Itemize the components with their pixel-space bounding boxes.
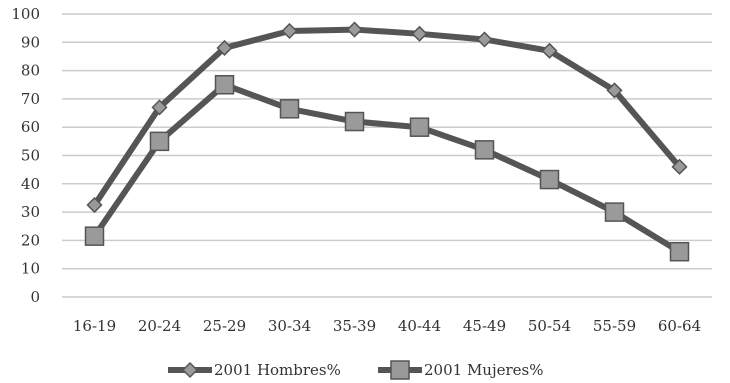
legend-marker-swatch [390, 360, 410, 380]
x-tick-label: 55-59 [593, 317, 636, 335]
legend-label: 2001 Hombres% [214, 361, 341, 379]
legend-item-2001-hombres: 2001 Hombres% [168, 361, 341, 379]
series-line-2001-hombres [91, 26, 683, 209]
series-2001-hombres [86, 21, 688, 214]
y-tick-label: 60 [21, 118, 40, 136]
data-point-2001-hombres [151, 99, 168, 116]
data-point-2001-hombres [606, 82, 623, 99]
legend: 2001 Hombres% 2001 Mujeres% [168, 360, 544, 380]
data-point-2001-hombres [411, 25, 428, 42]
data-point-2001-mujeres [474, 140, 495, 160]
x-tick-label: 60-64 [658, 317, 701, 335]
grid-lines [62, 13, 712, 298]
y-tick-label: 70 [21, 90, 40, 108]
data-point-2001-mujeres [539, 169, 560, 190]
series-group [84, 21, 690, 262]
data-point-2001-hombres [541, 42, 558, 59]
x-tick-label: 50-54 [528, 317, 571, 335]
y-tick-label: 20 [21, 231, 40, 249]
y-tick-label: 30 [21, 203, 40, 221]
series-line-2001-mujeres [91, 81, 683, 255]
y-tick-label: 90 [21, 33, 40, 51]
x-tick-label: 16-19 [73, 317, 116, 335]
x-tick-label: 25-29 [203, 317, 246, 335]
data-point-2001-mujeres [149, 131, 170, 152]
y-axis-tick-labels: 0 10 20 30 40 50 60 70 80 90 100 [11, 5, 40, 306]
x-axis-tick-labels: 16-19 20-24 25-29 30-34 35-39 40-44 45-49 50-54… [73, 317, 701, 335]
data-point-2001-mujeres [344, 111, 365, 132]
data-point-2001-hombres [346, 21, 363, 38]
y-tick-label: 50 [21, 147, 40, 165]
data-point-2001-mujeres [409, 117, 430, 137]
y-tick-label: 10 [21, 260, 40, 278]
x-tick-label: 30-34 [268, 317, 311, 335]
x-tick-label: 40-44 [398, 317, 441, 335]
x-tick-label: 35-39 [333, 317, 376, 335]
data-point-2001-mujeres [84, 226, 105, 246]
y-tick-label: 100 [11, 5, 40, 23]
series-2001-mujeres [84, 75, 690, 262]
legend-marker-swatch [181, 361, 199, 379]
data-point-2001-mujeres [279, 99, 300, 119]
y-tick-label: 0 [30, 288, 40, 306]
legend-item-2001-mujeres: 2001 Mujeres% [378, 360, 544, 380]
x-tick-label: 45-49 [463, 317, 506, 335]
data-point-2001-hombres [216, 39, 233, 57]
x-tick-label: 20-24 [138, 317, 181, 335]
data-point-2001-hombres [476, 31, 493, 48]
data-point-2001-hombres [86, 196, 103, 214]
y-tick-label: 40 [21, 175, 40, 193]
y-tick-label: 80 [21, 62, 40, 80]
data-point-2001-mujeres [214, 75, 235, 95]
data-point-2001-mujeres [604, 202, 625, 222]
data-point-2001-hombres [671, 158, 688, 175]
data-point-2001-mujeres [669, 241, 690, 262]
legend-label: 2001 Mujeres% [424, 361, 544, 379]
data-point-2001-hombres [281, 22, 298, 40]
